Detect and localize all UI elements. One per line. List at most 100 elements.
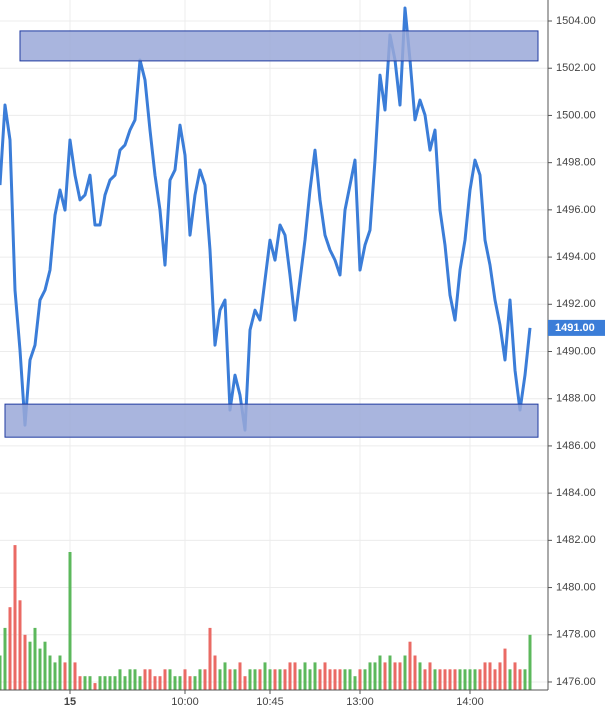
x-tick-label: 10:00 — [171, 696, 199, 708]
volume-bar — [68, 552, 72, 690]
volume-bar — [418, 662, 422, 690]
volume-bar — [38, 648, 42, 690]
volume-bar — [383, 662, 387, 690]
volume-bar — [103, 676, 107, 690]
volume-bar — [288, 662, 292, 690]
volume-bar — [118, 669, 122, 690]
volume-bar — [323, 662, 327, 690]
volume-bar — [333, 669, 337, 690]
volume-bar — [78, 676, 82, 690]
last-price-box — [548, 319, 605, 336]
last-price-label: 1491.00 — [555, 322, 595, 334]
volume-bar — [363, 669, 367, 690]
volume-bar — [268, 669, 272, 690]
volume-bar — [423, 669, 427, 690]
volume-bar — [483, 662, 487, 690]
x-tick-label: 10:45 — [256, 696, 284, 708]
volume-bar — [223, 662, 227, 690]
volume-bar — [98, 676, 102, 690]
volume-bar — [338, 669, 342, 690]
volume-bar — [63, 662, 67, 690]
volume-bar — [278, 669, 282, 690]
volume-bar — [73, 662, 77, 690]
volume-bar — [143, 669, 147, 690]
volume-bar — [128, 669, 132, 690]
y-tick-label: 1496.00 — [556, 204, 596, 216]
volume-bar — [53, 662, 57, 690]
y-tick-label: 1498.00 — [556, 157, 596, 169]
volume-bar — [428, 662, 432, 690]
y-tick-label: 1482.00 — [556, 534, 596, 546]
volume-bar — [408, 641, 412, 690]
x-tick-label: 13:00 — [346, 696, 374, 708]
volume-bar — [498, 662, 502, 690]
volume-bar — [183, 669, 187, 690]
volume-bar — [18, 600, 22, 690]
volume-bar — [493, 669, 497, 690]
volume-bar — [203, 669, 207, 690]
zone — [19, 30, 539, 62]
volume-bar — [173, 676, 177, 690]
volume-bar — [348, 669, 352, 690]
volume-bar — [33, 627, 37, 690]
volume-bar — [463, 669, 467, 690]
volume-bar — [168, 669, 172, 690]
x-tick-label: 15 — [64, 696, 76, 708]
volume-bar — [88, 676, 92, 690]
volume-bar — [528, 634, 532, 690]
volume-bar — [468, 669, 472, 690]
volume-bar — [388, 655, 392, 690]
zone — [4, 403, 539, 438]
volume-bar — [273, 669, 277, 690]
volume-bar — [208, 627, 212, 690]
y-tick-label: 1492.00 — [556, 298, 596, 310]
plot-area — [0, 6, 539, 690]
volume-bar — [43, 641, 47, 690]
volume-bar — [523, 669, 527, 690]
volume-bar — [213, 655, 217, 690]
y-tick-label: 1490.00 — [556, 345, 596, 357]
volume-bar — [93, 683, 97, 690]
volume-bar — [413, 655, 417, 690]
volume-bar — [163, 669, 167, 690]
y-tick-label: 1494.00 — [556, 251, 596, 263]
volume-bar — [153, 676, 157, 690]
volume-bar — [133, 669, 137, 690]
volume-bar — [243, 676, 247, 690]
axes: 1476.00 1478.00 1480.00 1482.00 1484.00 1486.… — [64, 15, 605, 708]
volume-bar — [13, 545, 17, 690]
volume-bar — [123, 676, 127, 690]
y-tick-label: 1486.00 — [556, 440, 596, 452]
volume-bar — [258, 669, 262, 690]
volume-bar — [318, 669, 322, 690]
volume-bar — [308, 669, 312, 690]
volume-bar — [253, 669, 257, 690]
volume-bar — [443, 669, 447, 690]
volume-bar — [148, 669, 152, 690]
volume-bar — [343, 669, 347, 690]
y-tick-label: 1502.00 — [556, 62, 596, 74]
volume-bar — [433, 669, 437, 690]
volume-bar — [233, 669, 237, 690]
volume-bar — [113, 676, 117, 690]
volume-bar — [478, 669, 482, 690]
volume-bar — [303, 662, 307, 690]
volume-bar — [158, 676, 162, 690]
y-tick-label: 1488.00 — [556, 393, 596, 405]
volume-bar — [368, 662, 372, 690]
volume-bar — [108, 676, 112, 690]
volume-bar — [488, 662, 492, 690]
volume-bar — [473, 669, 477, 690]
x-tick-label: 14:00 — [456, 696, 484, 708]
volume-bar — [438, 669, 442, 690]
volume-bar — [358, 669, 362, 690]
volume-bar — [453, 669, 457, 690]
volume-bar — [503, 648, 507, 690]
volume-bar — [263, 662, 267, 690]
y-tick-label: 1478.00 — [556, 629, 596, 641]
volume-bar — [313, 662, 317, 690]
y-tick-label: 1484.00 — [556, 487, 596, 499]
volume-bar — [513, 662, 517, 690]
price-line — [0, 6, 532, 432]
